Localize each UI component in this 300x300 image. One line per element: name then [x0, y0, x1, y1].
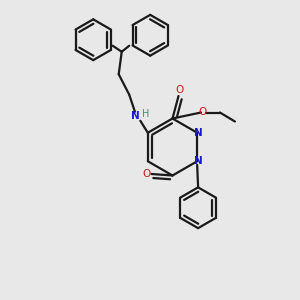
Text: O: O: [198, 107, 207, 117]
Text: O: O: [142, 169, 151, 179]
Text: O: O: [175, 85, 184, 95]
Text: N: N: [194, 128, 203, 138]
Text: N: N: [131, 111, 140, 121]
Text: H: H: [142, 109, 149, 119]
Text: N: N: [194, 156, 203, 166]
